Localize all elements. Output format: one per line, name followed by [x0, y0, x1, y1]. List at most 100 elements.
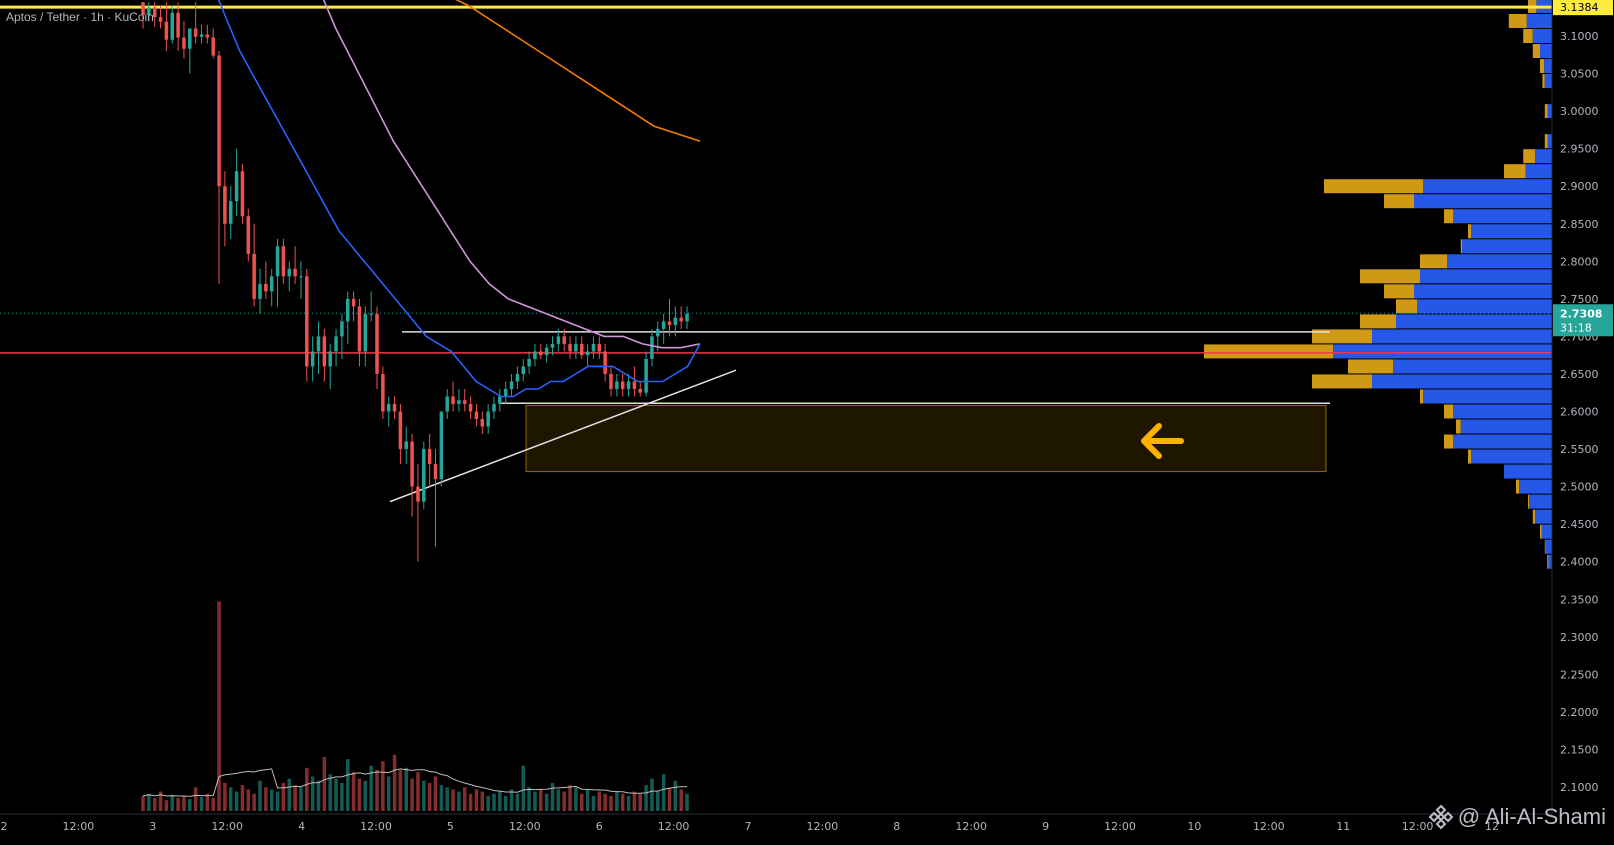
volume-profile-bar: [1324, 179, 1423, 194]
candle-body: [281, 246, 286, 277]
volume-bar: [644, 785, 648, 811]
volume-profile-bar: [1541, 524, 1552, 539]
time-tick-label: 6: [596, 820, 603, 833]
volume-profile-bar: [1396, 299, 1417, 314]
candle-body: [585, 351, 590, 356]
candle-body: [422, 449, 426, 502]
volume-bar: [369, 765, 373, 811]
volume-bar: [316, 780, 321, 811]
price-tick-label: 2.1000: [1560, 781, 1599, 794]
time-tick-label: 12: [1485, 820, 1499, 833]
volume-bar: [334, 778, 338, 811]
volume-profile-bar: [1444, 404, 1453, 419]
volume-profile-bar: [1396, 314, 1552, 329]
price-tick-label: 2.6000: [1560, 406, 1599, 419]
candle-body: [305, 276, 309, 367]
volume-bar: [620, 793, 625, 811]
volume-profile-bar: [1544, 59, 1552, 74]
volume-profile-bar: [1453, 434, 1552, 449]
volume-bar: [269, 789, 274, 811]
volume-profile-bar: [1535, 149, 1552, 164]
volume-bar: [211, 798, 215, 811]
volume-bar: [246, 789, 251, 811]
volume-profile-bar: [1468, 449, 1471, 464]
candle-body: [176, 12, 180, 38]
volume-profile-bar: [1535, 509, 1552, 524]
candle-body: [515, 373, 520, 382]
candle-body: [468, 403, 473, 412]
volume-profile-bar: [1444, 209, 1453, 224]
volume-profile-bar: [1529, 494, 1552, 509]
volume-profile-bar: [1542, 74, 1545, 89]
volume-profile-bar: [1460, 239, 1462, 254]
price-tick-label: 2.1500: [1560, 743, 1599, 756]
price-tick-label: 2.9000: [1560, 180, 1599, 193]
candle-body: [351, 298, 356, 307]
high-price-badge: [1553, 0, 1613, 16]
candle-body: [287, 268, 291, 277]
volume-bar: [264, 787, 268, 811]
volume-profile-bar: [1544, 74, 1552, 89]
price-tick-label: 3.1000: [1560, 30, 1599, 43]
countdown-label: 31:18: [1560, 321, 1592, 334]
volume-bar: [287, 778, 291, 811]
candle-body: [357, 306, 362, 352]
volume-bar: [240, 785, 245, 811]
volume-profile-bar: [1544, 539, 1546, 554]
candle-body: [603, 351, 607, 374]
volume-bar: [351, 772, 356, 811]
volume-bar: [603, 793, 607, 811]
volume-profile-bar: [1526, 13, 1552, 28]
high-price-label: 3.1384: [1560, 1, 1599, 14]
volume-bar: [392, 754, 397, 811]
price-tick-label: 2.5500: [1560, 443, 1599, 456]
price-tick-label: 3.0500: [1560, 68, 1599, 81]
volume-profile-bar: [1420, 269, 1552, 284]
candle-body: [480, 419, 485, 427]
candle-body: [334, 336, 338, 352]
candle-body: [375, 313, 379, 374]
volume-bar: [498, 791, 502, 811]
volume-profile: [1204, 0, 1552, 569]
volume-bar: [615, 791, 619, 811]
volume-profile-bar: [1414, 284, 1552, 299]
price-tick-label: 2.9500: [1560, 143, 1599, 156]
volume-bar: [381, 761, 385, 811]
volume-profile-bar: [1547, 104, 1552, 119]
volume-profile-bar: [1471, 224, 1552, 239]
volume-bar: [340, 782, 344, 811]
candle-body: [410, 441, 414, 487]
volume-bar: [433, 776, 438, 811]
time-tick-label: 12:00: [955, 820, 987, 833]
volume-bar: [217, 601, 221, 811]
volume-bar: [158, 791, 163, 811]
volume-bar: [170, 794, 174, 811]
candle-body: [193, 28, 198, 37]
candle-body: [252, 253, 256, 299]
volume-bar: [673, 780, 678, 811]
time-tick-label: 12:00: [509, 820, 541, 833]
volume-profile-bar: [1414, 194, 1552, 209]
volume-bar: [346, 759, 350, 811]
candle-body: [492, 403, 496, 412]
price-tick-label: 2.2000: [1560, 706, 1599, 719]
candle-body: [328, 351, 332, 367]
volume-profile-bar: [1393, 359, 1552, 374]
candle-body: [498, 396, 502, 404]
time-tick-label: 7: [745, 820, 752, 833]
volume-bar: [293, 785, 297, 811]
candle-body: [427, 449, 432, 465]
candle-body: [439, 411, 444, 480]
price-axis-background: [1552, 0, 1614, 840]
time-tick-label: 12:00: [211, 820, 243, 833]
candle-body: [527, 358, 531, 367]
current-price-badge: [1553, 304, 1613, 337]
volume-bar: [451, 789, 455, 811]
candle-body: [381, 373, 385, 412]
volume-bar: [463, 787, 467, 811]
price-tick-label: 2.7500: [1560, 293, 1599, 306]
volume-bar: [422, 780, 426, 811]
candle-body: [591, 343, 596, 352]
